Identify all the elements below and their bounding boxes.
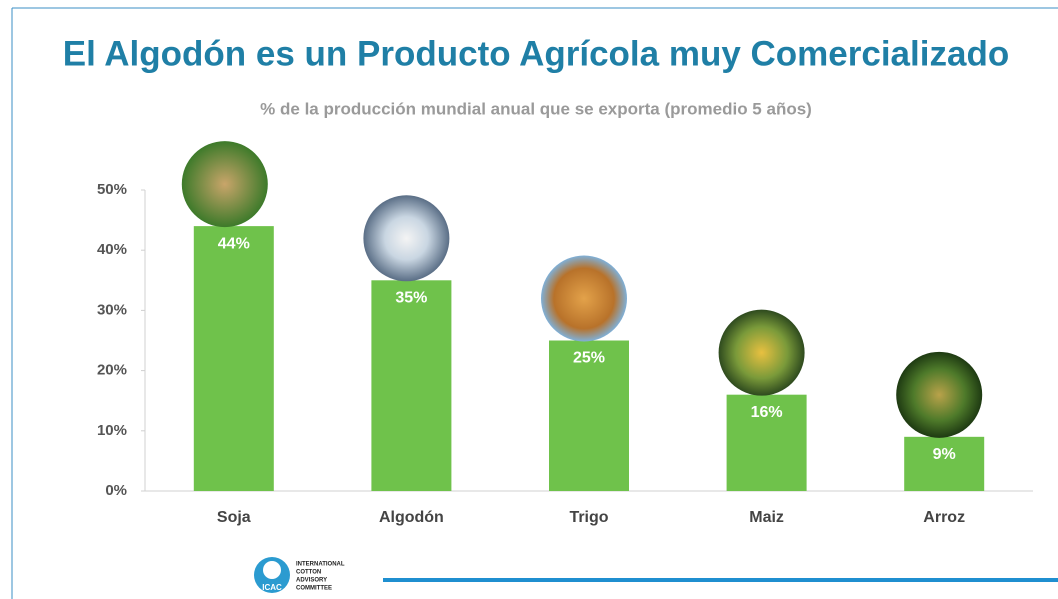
x-tick-label: Maiz <box>749 509 784 526</box>
x-tick-label: Trigo <box>569 509 608 526</box>
chart-subtitle: % de la producción mundial anual que se … <box>260 99 812 118</box>
y-tick-label: 20% <box>97 362 127 379</box>
chart-title: El Algodón es un Producto Agrícola muy C… <box>63 34 1009 73</box>
bar <box>371 280 451 491</box>
logo-text: COTTON <box>296 570 321 576</box>
bar <box>904 437 984 491</box>
logo-icon <box>263 561 281 579</box>
y-tick-label: 0% <box>105 482 127 499</box>
logo-abbr: ICAC <box>262 583 282 592</box>
logo-text: COMMITTEE <box>296 586 332 592</box>
value-label: 16% <box>751 404 783 421</box>
logo-text: INTERNATIONAL <box>296 562 345 568</box>
crop-photo <box>896 352 982 438</box>
chart: El Algodón es un Producto Agrícola muy C… <box>0 0 1058 599</box>
crop-photo <box>719 310 805 396</box>
crop-photo <box>541 256 627 342</box>
value-label: 35% <box>395 290 427 307</box>
value-label: 25% <box>573 350 605 367</box>
value-label: 44% <box>218 235 250 252</box>
logo-text: ADVISORY <box>296 578 327 584</box>
crop-photo <box>182 141 268 227</box>
crop-photo <box>363 195 449 281</box>
x-tick-label: Arroz <box>923 509 965 526</box>
y-tick-label: 30% <box>97 301 127 318</box>
x-tick-label: Soja <box>217 509 251 526</box>
y-tick-label: 10% <box>97 422 127 439</box>
bar <box>194 226 274 491</box>
value-label: 9% <box>933 446 956 463</box>
y-tick-label: 50% <box>97 181 127 198</box>
background <box>0 0 1058 599</box>
y-tick-label: 40% <box>97 241 127 258</box>
x-tick-label: Algodón <box>379 509 444 526</box>
